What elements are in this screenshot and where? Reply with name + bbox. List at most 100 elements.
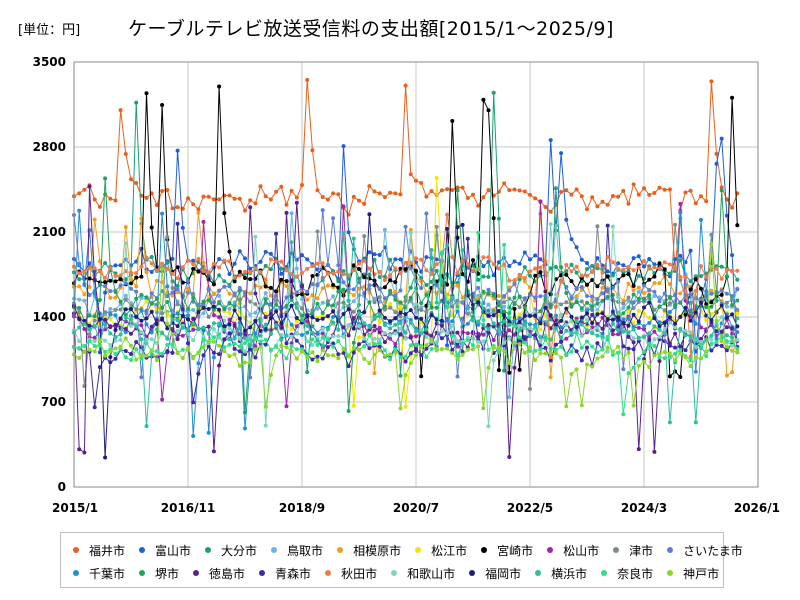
data-point: [543, 259, 548, 264]
data-point: [424, 346, 429, 351]
data-point: [538, 351, 543, 356]
data-point: [724, 344, 729, 349]
data-point: [735, 338, 740, 342]
data-point: [294, 200, 299, 205]
data-point: [642, 324, 646, 329]
data-point: [77, 325, 82, 330]
data-point: [160, 331, 165, 336]
data-point: [367, 300, 372, 305]
data-point: [626, 346, 631, 351]
data-point: [263, 291, 268, 296]
data-point: [144, 322, 149, 327]
data-point: [590, 344, 595, 349]
data-point: [134, 271, 139, 276]
data-point: [87, 284, 92, 289]
data-point: [160, 311, 165, 316]
data-point: [502, 368, 507, 373]
data-point: [548, 209, 553, 214]
data-point: [118, 273, 123, 278]
data-point: [346, 333, 351, 338]
data-point: [429, 248, 434, 252]
data-point: [175, 328, 180, 333]
data-point: [548, 304, 553, 309]
data-point: [211, 304, 216, 309]
data-point: [134, 181, 139, 185]
data-point: [388, 305, 393, 310]
data-point: [678, 275, 683, 279]
data-point: [424, 334, 429, 339]
data-point: [175, 318, 180, 323]
data-point: [97, 338, 102, 343]
data-point: [336, 263, 341, 268]
data-point: [595, 284, 600, 289]
data-point: [590, 304, 595, 309]
data-point: [310, 148, 315, 153]
data-point: [222, 258, 227, 263]
data-point: [82, 298, 87, 303]
data-point: [346, 273, 351, 278]
data-point: [481, 97, 486, 102]
data-point: [543, 297, 548, 301]
data-point: [103, 275, 108, 280]
data-point: [398, 310, 403, 315]
data-point: [325, 283, 330, 288]
data-point: [590, 269, 595, 274]
data-point: [227, 331, 232, 336]
data-point: [507, 264, 512, 268]
data-point: [642, 283, 646, 288]
data-point: [346, 323, 351, 328]
data-point: [191, 434, 196, 438]
legend-item: 宮崎市: [479, 542, 533, 559]
data-point: [626, 309, 631, 314]
data-point: [662, 350, 667, 354]
data-point: [258, 184, 263, 189]
data-point: [709, 242, 714, 247]
data-point: [253, 310, 258, 315]
data-point: [491, 273, 496, 278]
data-point: [289, 303, 294, 308]
data-point: [460, 272, 465, 277]
data-point: [507, 370, 512, 375]
data-point: [222, 307, 227, 311]
data-point: [274, 231, 279, 236]
data-point: [382, 315, 387, 320]
legend-label: 神戸市: [683, 566, 720, 581]
data-point: [175, 148, 180, 153]
data-point: [232, 336, 237, 341]
data-point: [87, 276, 92, 281]
data-point: [263, 315, 268, 320]
data-point: [144, 255, 149, 260]
data-point: [191, 202, 196, 207]
data-point: [274, 302, 279, 307]
data-point: [279, 343, 284, 348]
data-point: [284, 284, 289, 289]
data-point: [699, 342, 703, 347]
data-point: [517, 316, 522, 321]
data-point: [77, 261, 82, 266]
data-point: [709, 333, 714, 338]
data-point: [357, 276, 361, 281]
data-point: [719, 185, 724, 190]
data-point: [232, 275, 237, 280]
data-point: [393, 289, 398, 294]
data-point: [709, 232, 714, 237]
data-point: [424, 268, 429, 273]
data-point: [217, 321, 222, 326]
data-point: [517, 277, 522, 282]
data-point: [673, 293, 678, 298]
data-point: [735, 223, 740, 228]
data-point: [460, 185, 465, 190]
legend-marker-icon: [479, 545, 495, 555]
data-point: [377, 308, 382, 313]
data-point: [642, 335, 646, 339]
data-point: [445, 226, 450, 231]
data-point: [289, 334, 294, 339]
data-point: [579, 306, 584, 311]
data-point: [569, 372, 574, 376]
data-point: [113, 295, 118, 300]
data-point: [289, 211, 294, 216]
data-point: [730, 339, 735, 343]
data-point: [305, 289, 310, 294]
data-point: [351, 350, 356, 355]
data-point: [538, 270, 543, 275]
